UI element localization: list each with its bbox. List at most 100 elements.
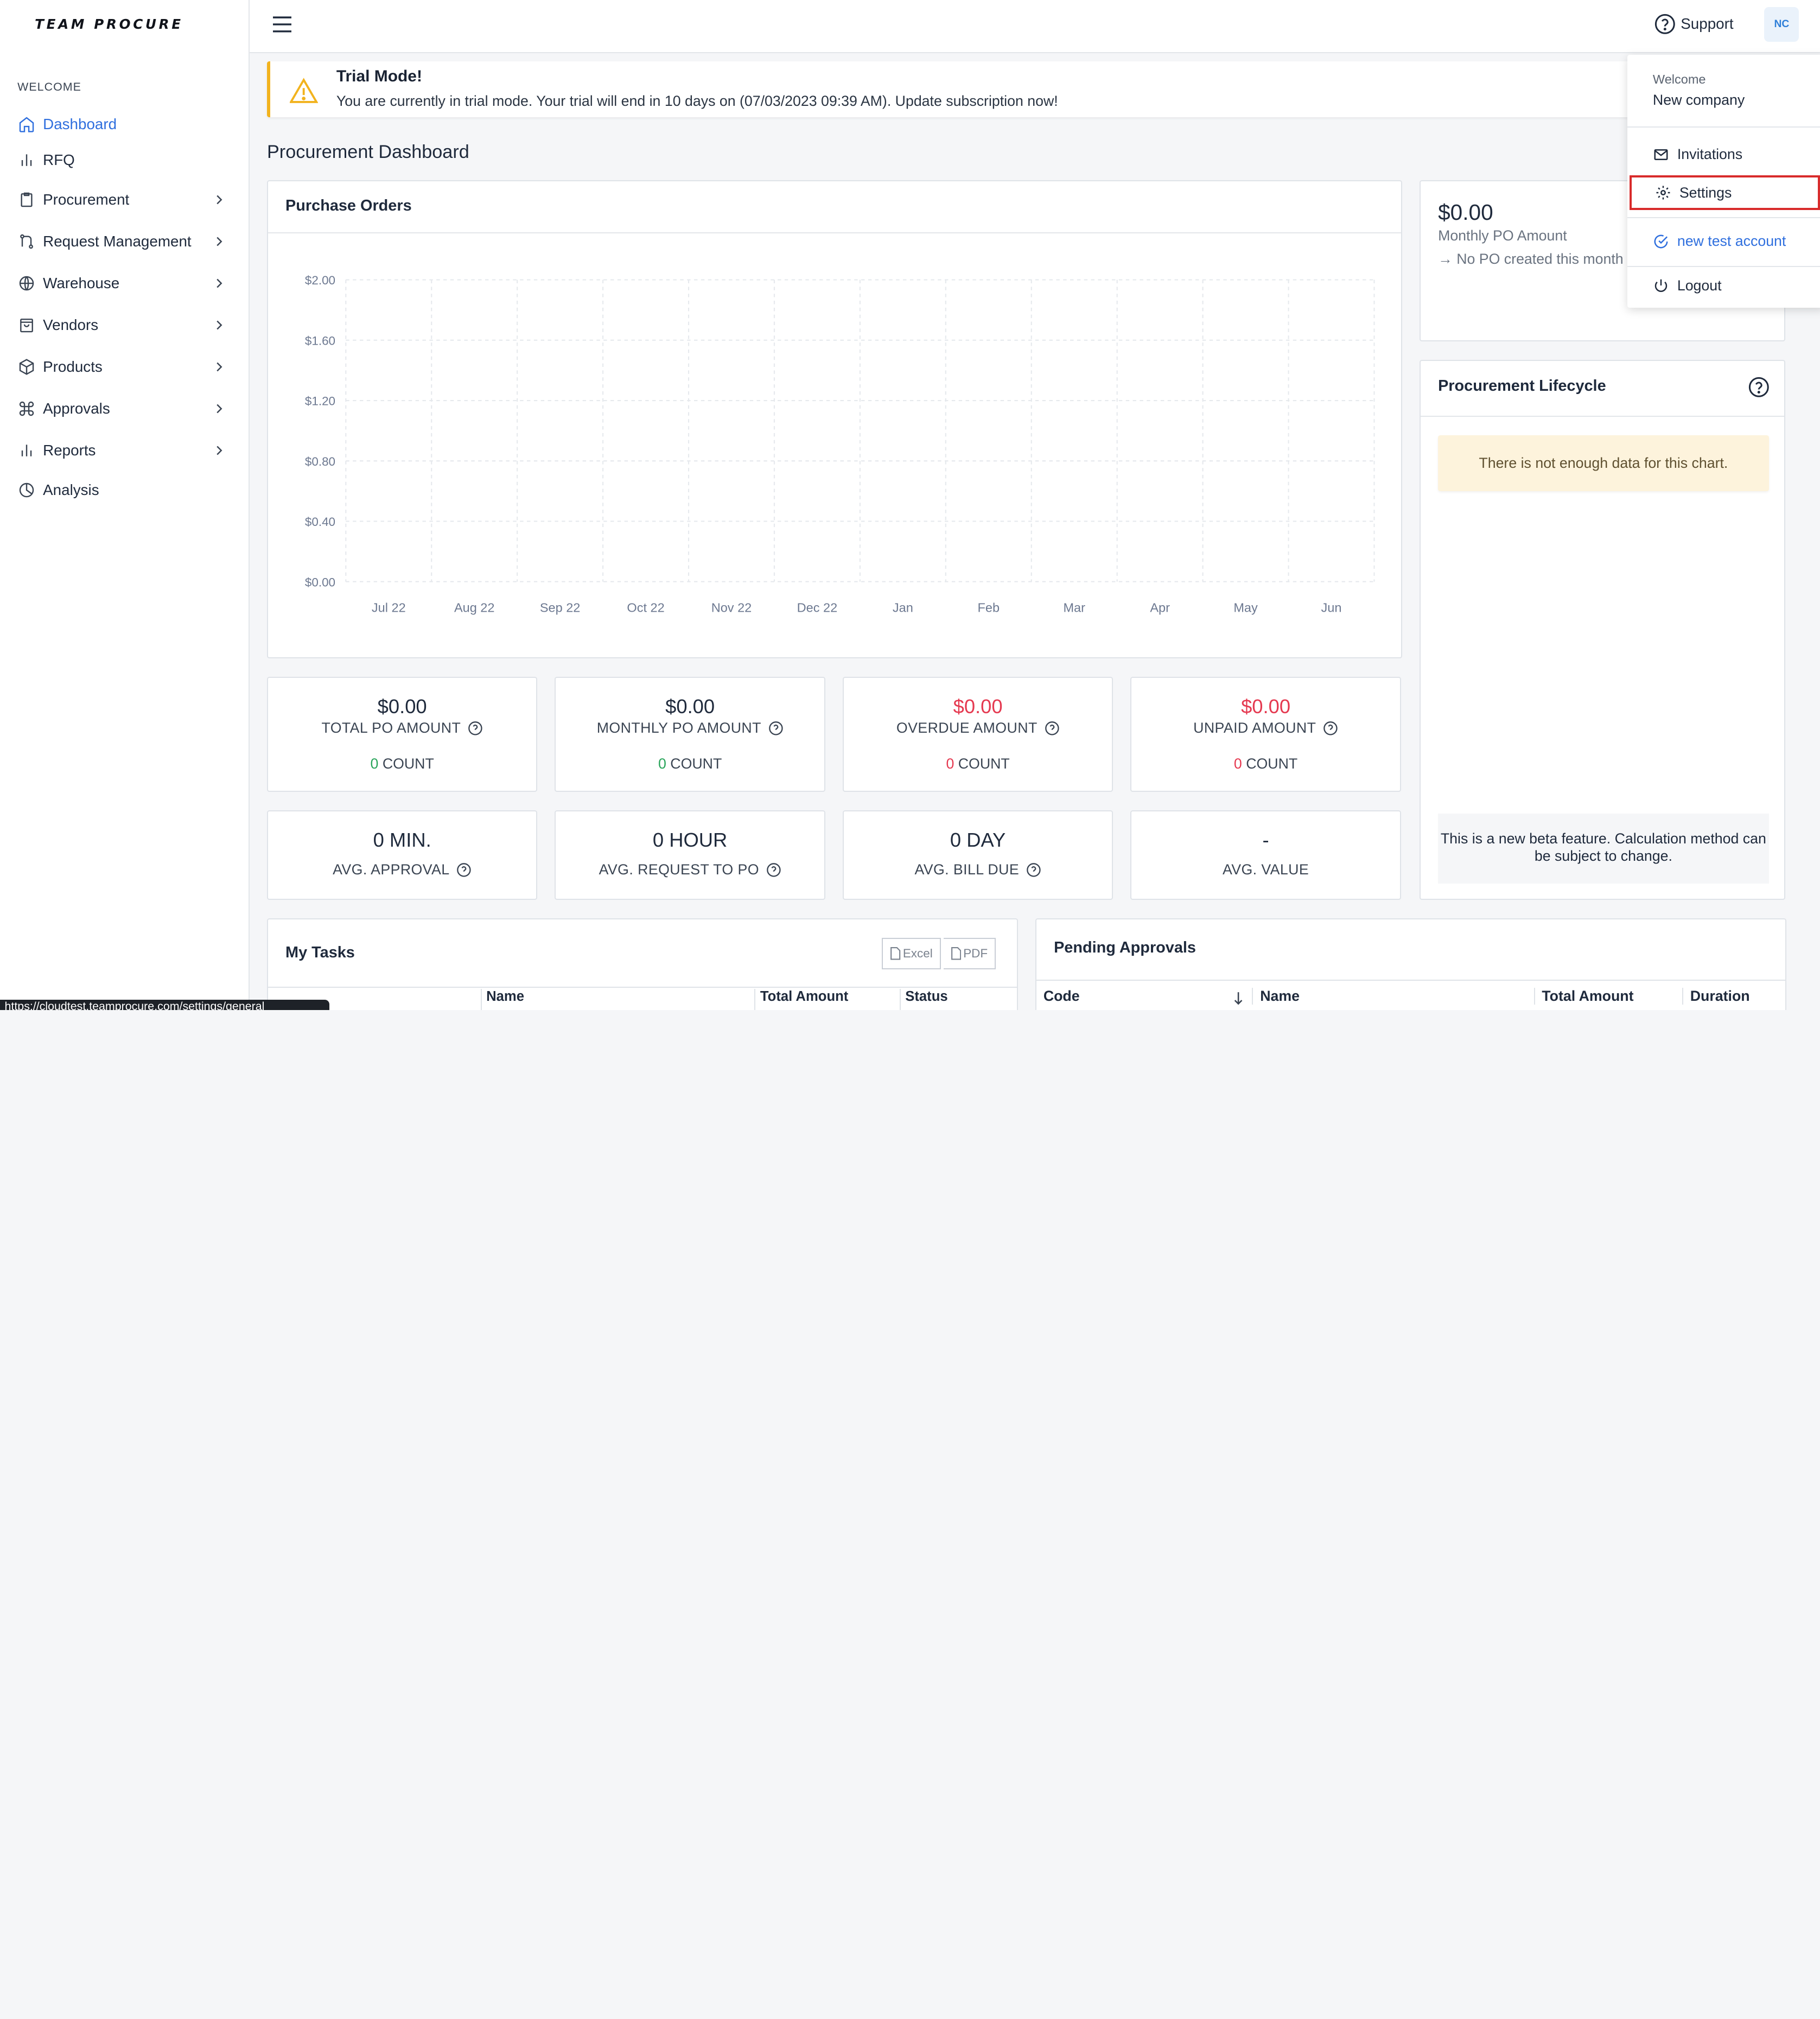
support-label: Support	[1681, 15, 1734, 32]
sidebar-item-label: Warehouse	[43, 274, 120, 291]
trial-message[interactable]: You are currently in trial mode. Your tr…	[336, 93, 1058, 110]
user-dropdown-menu: Welcome New company Invitations Settings…	[1627, 54, 1820, 308]
help-circle-icon[interactable]	[456, 862, 472, 878]
stat-label: OVERDUE AMOUNT	[844, 720, 1112, 737]
sidebar-item-warehouse[interactable]: Warehouse	[17, 270, 232, 296]
stat-count-label: COUNT	[670, 755, 722, 772]
stat-card-unpaid: $0.00 UNPAID AMOUNT 0 COUNT	[1130, 677, 1401, 792]
purchase-orders-card: Purchase Orders $2.00 $1.60 $1.20 $0.80 $0.4…	[266, 180, 1402, 658]
stat-label-text: MONTHLY PO AMOUNT	[596, 720, 761, 737]
sidebar-section-label: WELCOME	[17, 80, 82, 93]
column-header[interactable]: Name	[1253, 987, 1535, 1005]
y-tick-label: $2.00	[305, 274, 335, 287]
column-header[interactable]	[268, 989, 482, 1010]
hamburger-menu-icon[interactable]	[272, 16, 291, 33]
card-title: My Tasks	[285, 943, 355, 961]
stat-label: UNPAID AMOUNT	[1131, 720, 1399, 737]
sidebar-item-procurement[interactable]: Procurement	[17, 187, 232, 212]
x-tick-label: Jun	[1321, 600, 1342, 614]
stat-label: MONTHLY PO AMOUNT	[556, 720, 824, 737]
sidebar-item-label: Analysis	[43, 481, 99, 498]
support-link[interactable]: Support	[1654, 13, 1734, 35]
page-title: Procurement Dashboard	[266, 141, 469, 162]
excel-label: Excel	[902, 947, 933, 961]
sidebar-item-request-management[interactable]: Request Management	[17, 228, 232, 254]
sidebar-item-label: Approvals	[43, 399, 110, 417]
x-tick-label: Oct 22	[627, 600, 664, 614]
export-pdf-button[interactable]: PDF	[943, 938, 996, 969]
help-circle-icon[interactable]	[1045, 721, 1060, 736]
sidebar-item-analysis[interactable]: Analysis	[17, 477, 232, 503]
card-header: Purchase Orders	[268, 181, 1401, 233]
divider	[1036, 980, 1785, 981]
stat-count-number: 0	[658, 755, 666, 772]
column-header[interactable]: Name	[482, 989, 756, 1010]
divider	[268, 986, 1017, 988]
column-header[interactable]: Total Amount	[1535, 987, 1683, 1005]
x-tick-label: May	[1233, 600, 1258, 614]
command-icon	[17, 399, 36, 418]
help-circle-icon[interactable]	[468, 721, 483, 736]
divider	[1627, 126, 1820, 128]
stat-count-label: COUNT	[1246, 755, 1298, 772]
divider	[1627, 217, 1820, 219]
sidebar-item-label: Vendors	[43, 316, 99, 333]
column-header[interactable]: Status	[905, 989, 948, 1005]
dropdown-item-invitations[interactable]: Invitations	[1627, 138, 1820, 171]
stat-value: $0.00	[665, 695, 715, 718]
column-header[interactable]: Total Amount	[755, 989, 901, 1010]
user-avatar[interactable]: NC	[1764, 7, 1799, 42]
sidebar-item-vendors[interactable]: Vendors	[17, 312, 232, 338]
x-tick-label: Feb	[977, 600, 1000, 614]
y-tick-label: $1.60	[305, 334, 335, 347]
x-tick-label: Sep 22	[540, 600, 581, 614]
help-circle-icon[interactable]	[1748, 376, 1770, 398]
sidebar-item-reports[interactable]: Reports	[17, 437, 232, 463]
column-header[interactable]: Code	[1036, 987, 1253, 1005]
sidebar-item-dashboard[interactable]: Dashboard	[17, 111, 232, 137]
stat-card-avg-request-to-po: 0 HOUR AVG. REQUEST TO PO	[555, 810, 825, 900]
dropdown-item-logout[interactable]: Logout	[1627, 269, 1820, 302]
home-icon	[17, 115, 36, 134]
sidebar-item-approvals[interactable]: Approvals	[17, 396, 232, 421]
dropdown-welcome-label: Welcome	[1652, 72, 1706, 86]
chevron-right-icon	[217, 237, 222, 246]
stat-value: $0.00	[1241, 695, 1291, 718]
dropdown-item-account[interactable]: new test account	[1627, 225, 1820, 258]
card-header: Procurement Lifecycle	[1420, 361, 1784, 417]
approvals-table-header: Code Name Total Amount Duration	[1036, 982, 1785, 1010]
top-bar: Support NC	[249, 0, 1820, 54]
x-tick-label: Apr	[1150, 600, 1170, 614]
dropdown-item-settings[interactable]: Settings	[1630, 175, 1820, 211]
clipboard-icon	[17, 191, 36, 209]
help-circle-icon[interactable]	[766, 862, 781, 878]
help-circle-icon[interactable]	[768, 721, 784, 736]
trial-title: Trial Mode!	[336, 67, 422, 86]
chevron-right-icon	[217, 195, 222, 205]
beta-feature-note: This is a new beta feature. Calculation …	[1438, 814, 1769, 884]
card-title: Pending Approvals	[1054, 939, 1196, 957]
stat-label: AVG. VALUE	[1131, 861, 1399, 878]
x-tick-label: Nov 22	[711, 600, 752, 614]
stat-count-label: COUNT	[382, 755, 434, 772]
dropdown-company-name: New company	[1652, 91, 1745, 108]
help-circle-icon[interactable]	[1323, 721, 1338, 736]
sidebar-item-rfq[interactable]: RFQ	[17, 148, 232, 173]
trial-banner: Trial Mode! You are currently in trial m…	[266, 61, 1649, 118]
stat-label: AVG. BILL DUE	[844, 861, 1112, 878]
gear-icon	[1656, 186, 1670, 200]
globe-icon	[17, 274, 36, 293]
brand-logo[interactable]: TEAM PROCURE	[35, 16, 183, 32]
procurement-lifecycle-card: Procurement Lifecycle There is not enoug…	[1419, 360, 1785, 900]
pdf-label: PDF	[963, 947, 988, 961]
x-tick-label: Aug 22	[454, 600, 495, 614]
stat-count-number: 0	[370, 755, 379, 772]
export-excel-button[interactable]: Excel	[882, 938, 941, 969]
help-circle-icon[interactable]	[1026, 862, 1041, 878]
chevron-right-icon	[217, 320, 222, 330]
sidebar-item-products[interactable]: Products	[17, 354, 232, 379]
file-icon	[951, 947, 961, 960]
box-icon	[17, 358, 36, 376]
status-bar-url: https://cloudtest.teamprocure.com/settin…	[0, 999, 330, 1010]
column-header[interactable]: Duration	[1690, 987, 1750, 1004]
